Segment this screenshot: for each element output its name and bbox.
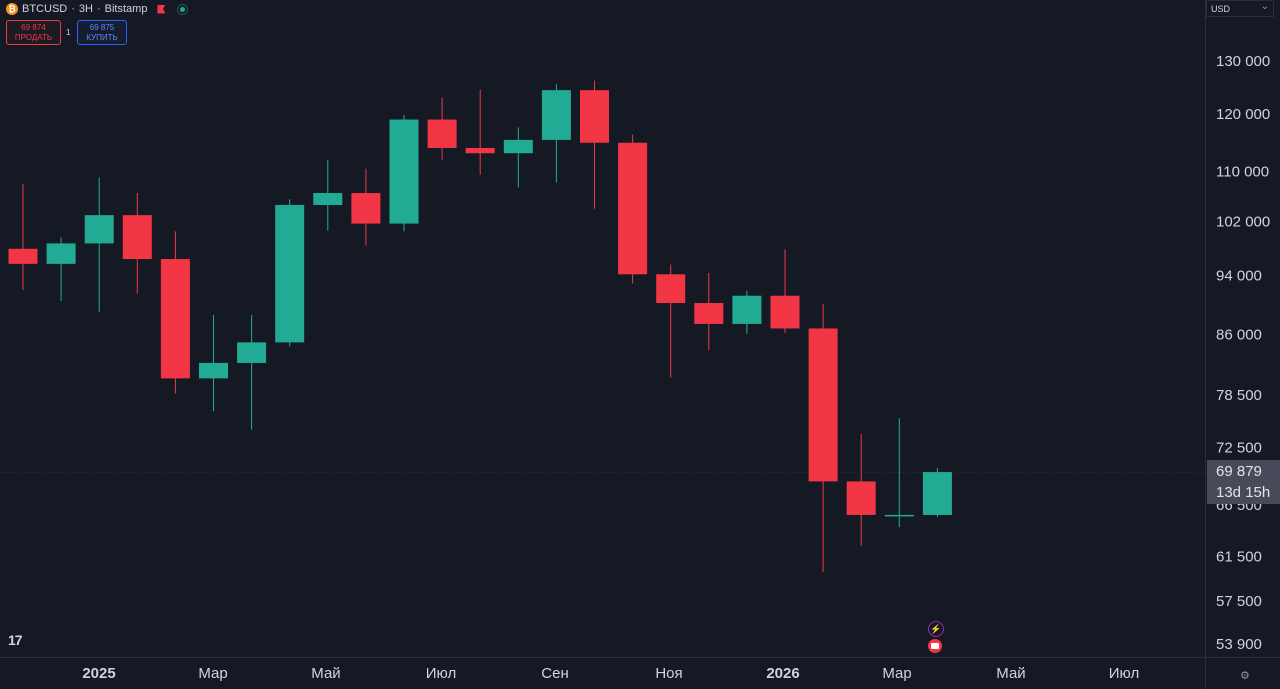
time-tick-label: Мар <box>882 665 911 682</box>
candle-body[interactable] <box>694 303 724 324</box>
price-tick-label: 102 000 <box>1216 214 1270 231</box>
time-tick-label: Июл <box>1109 665 1139 682</box>
last-price-value: 69 879 <box>1216 463 1262 480</box>
price-tick-label: 61 500 <box>1216 549 1262 566</box>
tradingview-logo-icon[interactable]: 17 <box>8 632 23 648</box>
candle-body[interactable] <box>503 139 533 154</box>
time-tick-label: 2025 <box>82 665 115 682</box>
candle-body[interactable] <box>122 215 152 260</box>
live-dot-icon <box>177 3 189 15</box>
price-tick-label: 72 500 <box>1216 440 1262 457</box>
candle-body[interactable] <box>237 342 267 363</box>
candle-body[interactable] <box>580 90 609 143</box>
quantity[interactable]: 1 <box>66 28 71 37</box>
settings-icon[interactable]: ⚙ <box>1240 670 1250 682</box>
buy-label: КУПИТЬ <box>86 33 118 42</box>
candle-body[interactable] <box>275 204 305 343</box>
candle-body[interactable] <box>656 274 686 304</box>
flag-icon[interactable] <box>157 4 166 14</box>
separator: · <box>71 3 75 15</box>
candle-body[interactable] <box>808 328 838 482</box>
candle-body[interactable] <box>541 90 571 140</box>
time-tick-label: Мар <box>198 665 227 682</box>
exchange-name: Bitstamp <box>104 3 148 15</box>
time-tick-label: Ноя <box>655 665 682 682</box>
candle-body[interactable] <box>160 259 190 379</box>
candle-body[interactable] <box>427 119 457 148</box>
buy-button[interactable]: 69 875 КУПИТЬ <box>77 20 127 45</box>
price-tick-label: 120 000 <box>1216 106 1270 123</box>
bitcoin-icon: ₿ <box>6 3 18 15</box>
currency-select[interactable]: USD <box>1206 0 1274 17</box>
candle-body[interactable] <box>389 119 419 224</box>
price-tick-label: 57 500 <box>1216 593 1262 610</box>
time-tick-label: Май <box>311 665 340 682</box>
candle-body[interactable] <box>732 295 762 324</box>
price-tick-label: 53 900 <box>1216 636 1262 653</box>
time-tick-label: Сен <box>541 665 568 682</box>
time-tick-label: 2026 <box>766 665 799 682</box>
candle-body[interactable] <box>199 362 228 379</box>
bar-countdown: 13d 15h <box>1216 484 1271 501</box>
candle-body[interactable] <box>846 481 876 515</box>
price-tick-label: 94 000 <box>1216 268 1262 285</box>
candle-body[interactable] <box>618 142 648 275</box>
separator: · <box>96 3 101 15</box>
buy-price: 69 875 <box>89 23 115 32</box>
candle-body[interactable] <box>313 193 343 205</box>
symbol-header[interactable]: ₿ BTCUSD · 3Н · Bitstamp <box>6 2 189 16</box>
price-tick-label: 130 000 <box>1216 53 1270 70</box>
sell-button[interactable]: 69 874 ПРОДАТЬ <box>6 20 61 45</box>
price-tick-label: 86 000 <box>1216 327 1262 344</box>
sell-label: ПРОДАТЬ <box>14 33 53 42</box>
us-flag-event-icon[interactable] <box>928 639 942 653</box>
candle-body[interactable] <box>770 295 800 329</box>
price-tick-label: 110 000 <box>1216 164 1269 181</box>
candle-body[interactable] <box>46 243 76 264</box>
sell-price: 69 874 <box>21 23 46 32</box>
candle-body[interactable] <box>922 472 952 515</box>
last-price-label <box>1207 460 1280 504</box>
lightning-event-icon[interactable]: ⚡ <box>928 621 944 637</box>
candle-body[interactable] <box>465 147 495 154</box>
candle-body[interactable] <box>8 248 38 264</box>
time-tick-label: Июл <box>426 665 456 682</box>
candle-body[interactable] <box>84 215 114 244</box>
time-tick-label: Май <box>996 665 1025 682</box>
interval[interactable]: 3Н <box>78 3 93 15</box>
price-tick-label: 78 500 <box>1216 387 1262 404</box>
candle-body[interactable] <box>884 514 914 517</box>
symbol-name[interactable]: BTCUSD <box>22 3 68 15</box>
candle-body[interactable] <box>351 193 381 224</box>
